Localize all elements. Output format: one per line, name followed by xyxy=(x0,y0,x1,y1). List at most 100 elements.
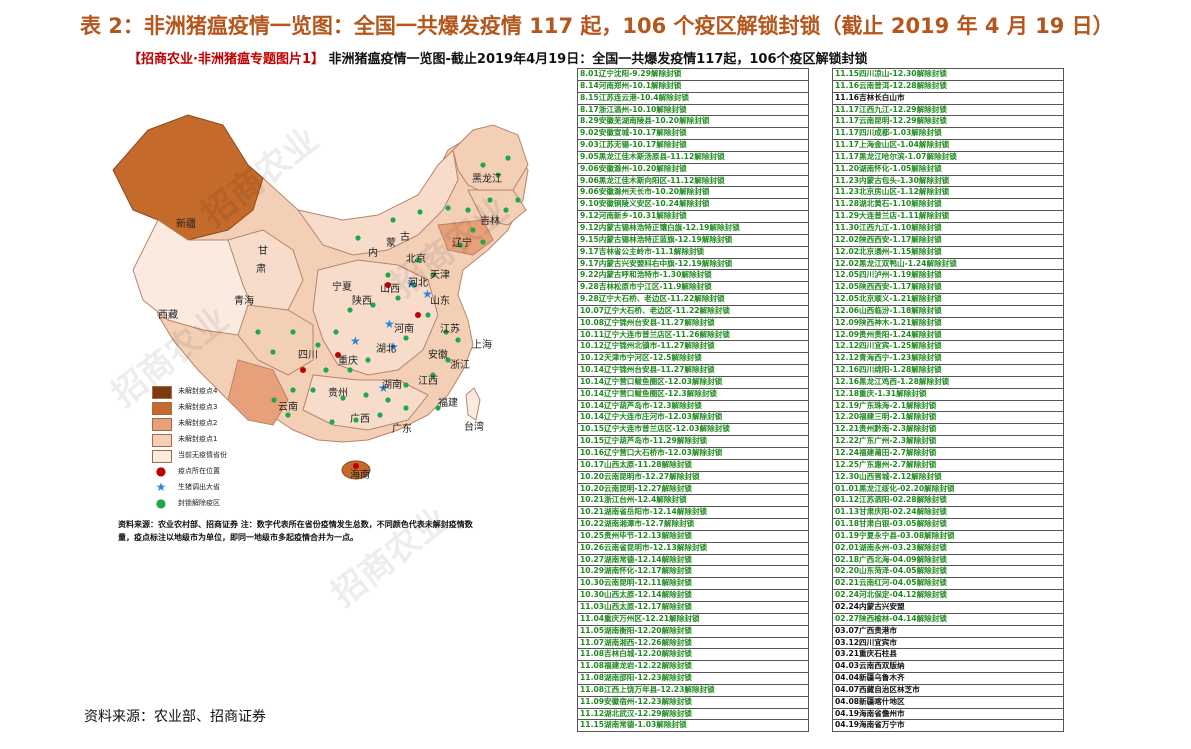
page-title: 表 2：非洲猪瘟疫情一览图：全国一共爆发疫情 117 起，106 个疫区解锁封锁… xyxy=(80,14,1114,38)
province-label: 浙江 xyxy=(450,360,470,371)
green-dot-icon xyxy=(457,242,463,248)
green-dot-icon xyxy=(340,395,346,401)
table-row: 11.29大连普兰店-1.11解除封锁 xyxy=(832,211,1064,223)
table-row: 9.12内蒙古锡林浩特正镶白旗-12.19解除封锁 xyxy=(577,222,809,235)
legend-swatch xyxy=(152,386,172,399)
table-row: 12.09贵州贵阳-1.24解除封锁 xyxy=(832,329,1064,342)
star-icon: ★ xyxy=(155,480,167,494)
footer-source: 资料来源：农业部、招商证券 xyxy=(84,709,266,725)
province-label: 宁夏 xyxy=(332,282,352,293)
table-row: 11.17黑龙江哈尔滨-1.07解除封锁 xyxy=(832,151,1064,164)
table-row: 02.01湖南永州-03.23解除封锁 xyxy=(832,542,1064,555)
table-row: 9.17吉林省公主岭市-11.1解除封锁 xyxy=(577,246,809,259)
table-row: 11.15湖南常德-1.03解除封锁 xyxy=(577,720,809,733)
table-row: 12.12四川宜宾-1.25解除封锁 xyxy=(832,341,1064,354)
province-label: 广西 xyxy=(350,414,370,425)
legend-swatch xyxy=(152,434,172,447)
green-dot-icon xyxy=(480,162,486,168)
legend-item: ● 疫点所在位置 xyxy=(152,464,312,480)
table-row: 02.20山东菏泽-04.05解除封锁 xyxy=(832,566,1064,579)
green-dot-icon xyxy=(385,397,391,403)
table-row: 11.20湖南怀化-1.05解除封锁 xyxy=(832,163,1064,176)
table-row: 10.15辽宁葫芦岛市-11.29解除封锁 xyxy=(577,436,809,448)
table-row: 10.07辽宁大石桥、老边区-11.22解除封锁 xyxy=(577,305,809,318)
legend-label: 生猪调出大省 xyxy=(178,483,220,491)
table-row: 10.30云南昆明-12.11解除封锁 xyxy=(577,578,809,591)
table-row: 12.24福建莆田-2.7解除封锁 xyxy=(832,448,1064,460)
table-row: 12.09陕西神木-1.21解除封锁 xyxy=(832,317,1064,330)
table-row: 01.18甘肃白银-03.05解除封锁 xyxy=(832,519,1064,531)
province-label: 甘 xyxy=(258,246,268,257)
green-dot-icon xyxy=(445,357,451,363)
table-row: 9.05黑龙江佳木斯汤原县-11.12解除封锁 xyxy=(577,151,809,164)
green-dot-icon xyxy=(323,367,329,373)
map-svg: ★ ★ ★ ★ ★ ★ xyxy=(112,114,529,480)
table-row: 03.21重庆石柱县 xyxy=(832,649,1064,662)
legend-swatch xyxy=(152,402,172,415)
table-row: 8.15江苏连云港-10.4解除封锁 xyxy=(577,92,809,105)
outbreak-table-right: 11.15四川凉山-12.30解除封锁 11.16云南普洱-12.28解除封锁 11… xyxy=(832,68,1064,733)
table-row: 03.07广西贵港市 xyxy=(832,625,1064,638)
table-row: 9.15内蒙古锡林浩特正蓝旗-12.19解除封锁 xyxy=(577,234,809,247)
table-row: 12.05四川泸州-1.19解除封锁 xyxy=(832,270,1064,283)
table-row: 10.14辽宁营口鲅鱼圈区-12.03解除封锁 xyxy=(577,376,809,389)
table-row: 11.04重庆万州区-12.21解除封锁 xyxy=(577,613,809,626)
table-row: 12.06山西临汾-1.18解除封锁 xyxy=(832,305,1064,318)
province-label: 山东 xyxy=(430,296,450,307)
table-row: 9.17内蒙古兴安盟科右中旗-12.19解除封锁 xyxy=(577,258,809,271)
green-dot-icon xyxy=(390,217,396,223)
green-dot-icon xyxy=(347,307,353,313)
table-row: 04.19海南省儋州市 xyxy=(832,708,1064,721)
table-row: 10.14辽宁大连市庄河市-12.03解除封锁 xyxy=(577,412,809,425)
table-row: 11.17上海金山区-1.04解除封锁 xyxy=(832,140,1064,152)
pig-province-stars: ★ ★ ★ ★ ★ ★ xyxy=(350,277,433,395)
table-row: 01.01黑龙江绥化-02.20解除封锁 xyxy=(832,483,1064,496)
green-dot-icon xyxy=(445,205,451,211)
table-row: 8.17浙江温州-10.10解除封锁 xyxy=(577,104,809,117)
green-dot-icon xyxy=(505,155,511,161)
table-row: 11.09安徽宿州-12.23解除封锁 xyxy=(577,696,809,709)
green-dot-icon xyxy=(470,227,476,233)
red-dot-icon xyxy=(300,367,306,373)
province-label: 湖南 xyxy=(382,380,402,391)
region-sichuan xyxy=(237,304,314,376)
legend-label: 当前无疫情省份 xyxy=(178,451,227,459)
star-icon: ★ xyxy=(406,277,417,291)
green-dot-icon xyxy=(353,417,359,423)
subtitle-tag: 【招商农业·非洲猪瘟专题图片1】 xyxy=(128,52,324,67)
table-row: 10.27湖南常德-12.14解除封锁 xyxy=(577,554,809,567)
legend-label: 未解封疫点2 xyxy=(178,419,218,427)
red-dot-icon xyxy=(415,312,421,318)
table-row: 12.22广东广州-2.3解除封锁 xyxy=(832,436,1064,448)
table-row: 02.24内蒙古兴安盟 xyxy=(832,601,1064,614)
green-dot-icon xyxy=(355,235,361,241)
table-row: 9.06安徽滁州-10.20解除封锁 xyxy=(577,163,809,176)
green-dot-icon xyxy=(430,372,436,378)
red-dot-icon: ● xyxy=(155,464,167,478)
table-row: 02.24河北保定-04.12解除封锁 xyxy=(832,590,1064,602)
region-yunnan xyxy=(227,359,289,426)
table-row: 12.30山西晋城-2.12解除封锁 xyxy=(832,471,1064,484)
province-label: 辽宁 xyxy=(452,238,472,249)
table-row: 12.02北京通州-1.15解除封锁 xyxy=(832,246,1064,259)
green-dot-icon xyxy=(255,329,261,335)
red-dot-icon xyxy=(385,282,391,288)
table-row: 11.15四川凉山-12.30解除封锁 xyxy=(832,68,1064,81)
province-label: 山西 xyxy=(380,284,400,295)
table-row: 10.21浙江台州-12.4解除封锁 xyxy=(577,495,809,508)
province-label: 江西 xyxy=(418,376,438,387)
table-row: 10.14辽宁葫芦岛市-12.3解除封锁 xyxy=(577,400,809,413)
green-dot-icon xyxy=(480,239,486,245)
green-dot-icon xyxy=(395,295,401,301)
green-dot-icon xyxy=(270,349,276,355)
green-dot-icon xyxy=(377,412,383,418)
region-jilin xyxy=(467,189,527,226)
region-qinghai xyxy=(227,229,304,321)
green-dot-icon: ● xyxy=(155,496,167,510)
table-row: 10.29湖南怀化-12.17解除封锁 xyxy=(577,566,809,579)
table-row: 12.21贵州黔南-2.3解除封锁 xyxy=(832,424,1064,437)
legend-item: 未解封疫点4 xyxy=(152,384,312,400)
outbreak-table-left: 8.01辽宁沈阳-9.29解除封锁 8.14河南郑州-10.1解除封锁 8.15江苏… xyxy=(577,68,809,733)
star-icon: ★ xyxy=(384,317,395,331)
green-dot-icon xyxy=(403,335,409,341)
